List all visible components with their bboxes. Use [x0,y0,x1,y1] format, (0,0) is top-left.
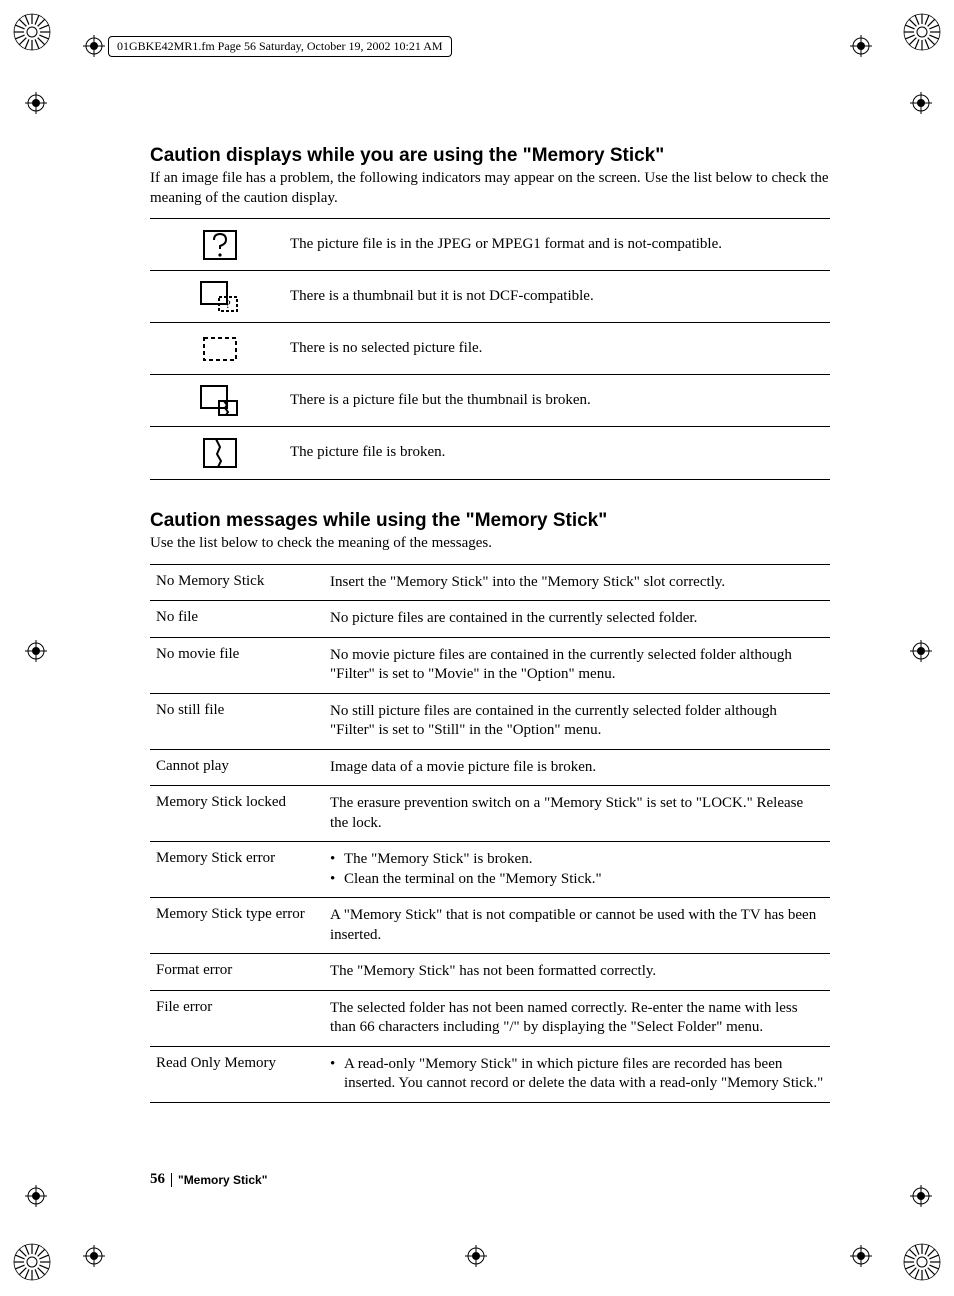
message-label: Memory Stick locked [150,794,330,833]
caution-icon-cell [150,334,290,364]
registration-mark-icon [910,640,932,662]
message-row: Cannot playImage data of a movie picture… [150,750,830,787]
footer-divider [171,1173,172,1187]
message-desc: No picture files are contained in the cu… [330,609,830,629]
page-header-line: 01GBKE42MR1.fm Page 56 Saturday, October… [108,36,452,57]
message-row: Format errorThe "Memory Stick" has not b… [150,954,830,991]
message-row: Memory Stick type errorA "Memory Stick" … [150,898,830,954]
caution-row: There is no selected picture file. [150,323,830,375]
caution-row: The picture file is broken. [150,427,830,479]
caution-desc: There is no selected picture file. [290,339,830,359]
caution-icon-cell [150,383,290,419]
registration-mark-icon [850,1245,872,1267]
footer-section-label: "Memory Stick" [178,1173,267,1187]
caution-icon-cell [150,228,290,262]
message-row: No Memory StickInsert the "Memory Stick"… [150,565,830,602]
thumb-broken-icon [197,383,243,419]
message-bullet: A read-only "Memory Stick" in which pict… [330,1055,824,1094]
registration-mark-icon [25,640,47,662]
message-desc: A "Memory Stick" that is not compatible … [330,906,830,945]
page-footer: 56 "Memory Stick" [150,1171,267,1188]
caution-desc: There is a thumbnail but it is not DCF-c… [290,287,830,307]
message-row: Memory Stick errorThe "Memory Stick" is … [150,842,830,898]
message-desc: A read-only "Memory Stick" in which pict… [330,1055,830,1094]
message-desc: The erasure prevention switch on a "Memo… [330,794,830,833]
message-desc: No movie picture files are contained in … [330,646,830,685]
message-row: No movie fileNo movie picture files are … [150,638,830,694]
corner-mark-icon [900,1240,944,1284]
caution-desc: The picture file is broken. [290,443,830,463]
message-row: Read Only MemoryA read-only "Memory Stic… [150,1047,830,1102]
dashed-box-icon [200,334,240,364]
message-desc: The selected folder has not been named c… [330,999,830,1038]
registration-mark-icon [850,35,872,57]
message-row: Memory Stick lockedThe erasure preventio… [150,786,830,842]
registration-mark-icon [25,92,47,114]
section2-intro: Use the list below to check the meaning … [150,534,830,554]
caution-row: The picture file is in the JPEG or MPEG1… [150,219,830,271]
thumb-question-icon: ? [197,279,243,315]
message-row: No fileNo picture files are contained in… [150,601,830,638]
message-desc: No still picture files are contained in … [330,702,830,741]
registration-mark-icon [465,1245,487,1267]
message-bullet: The "Memory Stick" is broken. [330,850,824,870]
registration-mark-icon [25,1185,47,1207]
message-label: No movie file [150,646,330,685]
section2-title: Caution messages while using the "Memory… [150,510,830,532]
caution-message-table: No Memory StickInsert the "Memory Stick"… [150,564,830,1103]
caution-icon-cell [150,436,290,470]
message-desc: The "Memory Stick" is broken.Clean the t… [330,850,830,889]
message-row: No still fileNo still picture files are … [150,694,830,750]
registration-mark-icon [910,92,932,114]
message-label: Memory Stick type error [150,906,330,945]
caution-display-table: The picture file is in the JPEG or MPEG1… [150,218,830,480]
message-label: Memory Stick error [150,850,330,889]
registration-mark-icon [83,1245,105,1267]
message-label: Format error [150,962,330,982]
page-content: Caution displays while you are using the… [150,145,830,1103]
message-label: File error [150,999,330,1038]
caution-row: ? There is a thumbnail but it is not DCF… [150,271,830,323]
message-desc: Insert the "Memory Stick" into the "Memo… [330,573,830,593]
corner-mark-icon [10,1240,54,1284]
page-number: 56 [150,1171,165,1188]
caution-desc: The picture file is in the JPEG or MPEG1… [290,235,830,255]
question-box-icon [200,228,240,262]
registration-mark-icon [83,35,105,57]
message-row: File errorThe selected folder has not be… [150,991,830,1047]
svg-text:?: ? [225,297,230,311]
corner-mark-icon [900,10,944,54]
caution-row: There is a picture file but the thumbnai… [150,375,830,427]
message-desc: The "Memory Stick" has not been formatte… [330,962,830,982]
message-bullet: Clean the terminal on the "Memory Stick.… [330,870,824,890]
section1-title: Caution displays while you are using the… [150,145,830,167]
message-label: No still file [150,702,330,741]
message-label: No file [150,609,330,629]
message-label: No Memory Stick [150,573,330,593]
registration-mark-icon [910,1185,932,1207]
caution-desc: There is a picture file but the thumbnai… [290,391,830,411]
caution-icon-cell: ? [150,279,290,315]
message-label: Cannot play [150,758,330,778]
message-desc: Image data of a movie picture file is br… [330,758,830,778]
broken-box-icon [200,436,240,470]
corner-mark-icon [10,10,54,54]
section1-intro: If an image file has a problem, the foll… [150,169,830,208]
message-label: Read Only Memory [150,1055,330,1094]
